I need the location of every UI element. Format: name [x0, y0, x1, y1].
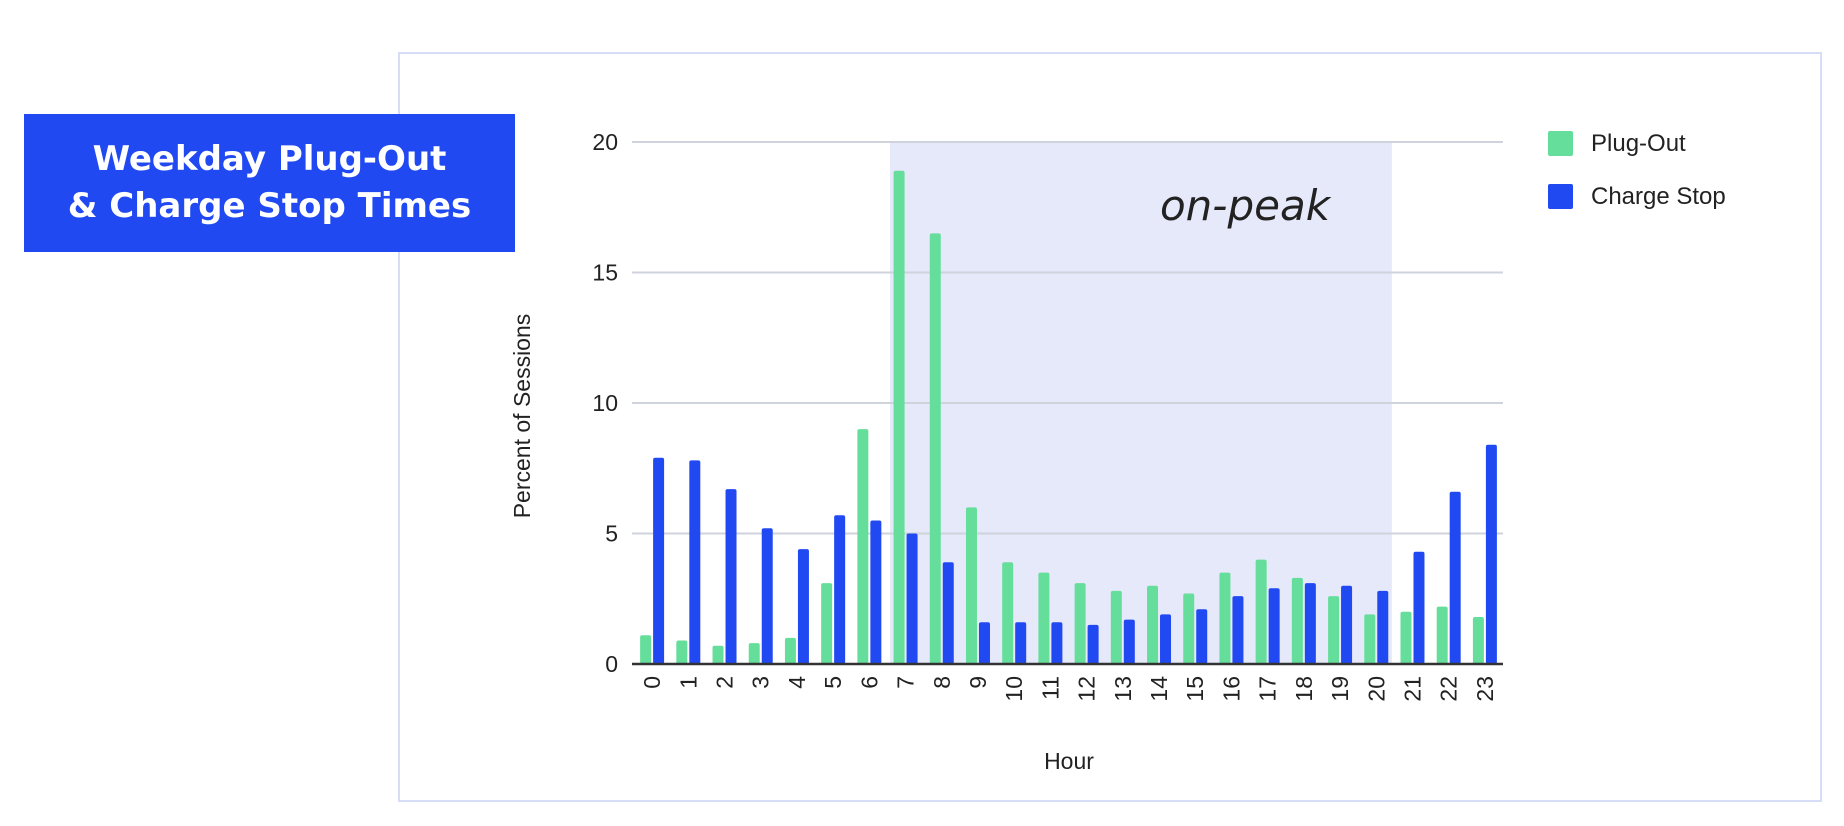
- chart-title-line-1: Weekday Plug-Out: [92, 139, 447, 179]
- legend-swatch: [1548, 131, 1573, 156]
- x-tick-label: 15: [1182, 676, 1208, 702]
- bar-charge-stop: [725, 489, 737, 664]
- x-tick-label: 1: [675, 676, 701, 689]
- bar-plug-out: [640, 635, 652, 664]
- x-tick-label: 4: [784, 676, 810, 689]
- legend-swatch: [1548, 184, 1573, 209]
- bar-plug-out: [1255, 559, 1267, 664]
- bar-charge-stop: [906, 533, 918, 664]
- bar-plug-out: [1291, 577, 1303, 664]
- bar-plug-out: [1110, 590, 1122, 664]
- bar-plug-out: [1183, 593, 1195, 664]
- x-tick-label: 13: [1110, 676, 1136, 702]
- bar-plug-out: [1328, 596, 1340, 664]
- bars: [640, 170, 1497, 664]
- x-tick-label: 7: [893, 676, 919, 689]
- y-tick-label: 15: [592, 260, 618, 286]
- bar-charge-stop: [1123, 619, 1135, 664]
- annotations: on-peak: [1160, 181, 1332, 230]
- x-tick-label: 3: [748, 676, 774, 689]
- bar-charge-stop: [1232, 596, 1244, 664]
- x-tick-label: 18: [1291, 676, 1317, 702]
- x-tick-label: 12: [1074, 676, 1100, 702]
- bar-plug-out: [821, 583, 833, 664]
- x-tick-label: 11: [1037, 676, 1063, 700]
- bar-charge-stop: [1160, 614, 1172, 664]
- x-tick-label: 8: [929, 676, 955, 689]
- chart-title-line-2: & Charge Stop Times: [67, 186, 472, 226]
- bar-charge-stop: [870, 520, 882, 664]
- bar-charge-stop: [1413, 551, 1425, 664]
- bar-charge-stop: [1341, 585, 1353, 664]
- bar-charge-stop: [1377, 590, 1389, 664]
- y-tick-label: 0: [605, 651, 618, 677]
- bar-charge-stop: [653, 457, 665, 664]
- x-tick-label: 5: [820, 676, 846, 689]
- legend-label: Plug-Out: [1591, 130, 1686, 157]
- x-tick-label: 6: [856, 676, 882, 689]
- x-tick-label: 16: [1218, 676, 1244, 702]
- bar-plug-out: [676, 640, 688, 664]
- gridlines: [632, 141, 1503, 535]
- bar-charge-stop: [1304, 583, 1316, 664]
- chart-title-box: Weekday Plug-Out & Charge Stop Times: [24, 114, 515, 252]
- legend-label: Charge Stop: [1591, 183, 1726, 210]
- x-axis-title: Hour: [1044, 748, 1094, 774]
- bar-plug-out: [929, 233, 941, 664]
- bar-charge-stop: [1485, 444, 1497, 664]
- bar-charge-stop: [978, 622, 990, 664]
- legend: Plug-Out Charge Stop: [1548, 130, 1726, 210]
- bar-plug-out: [1400, 611, 1412, 664]
- bar-plug-out: [857, 429, 869, 664]
- bar-charge-stop: [1196, 609, 1208, 664]
- x-tick-label: 20: [1363, 676, 1389, 702]
- bar-plug-out: [1074, 583, 1086, 664]
- x-tick-label: 17: [1255, 676, 1281, 702]
- x-tick-label: 19: [1327, 676, 1353, 702]
- bar-plug-out: [965, 507, 977, 664]
- bar-charge-stop: [834, 515, 846, 664]
- bar-plug-out: [1038, 572, 1050, 664]
- x-tick-label: 21: [1399, 676, 1425, 702]
- bar-charge-stop: [1051, 622, 1063, 664]
- bar-plug-out: [893, 170, 905, 664]
- bar-plug-out: [1364, 614, 1376, 664]
- bar-plug-out: [1472, 617, 1484, 664]
- x-tick-label: 22: [1436, 676, 1462, 702]
- bar-plug-out: [748, 643, 760, 664]
- y-axis-title: Percent of Sessions: [509, 314, 535, 519]
- bar-plug-out: [1219, 572, 1231, 664]
- bar-plug-out: [784, 637, 796, 664]
- y-tick-label: 10: [592, 390, 618, 416]
- x-tick-label: 23: [1472, 676, 1498, 702]
- y-tick-label: 5: [605, 521, 618, 547]
- bar-plug-out: [1002, 562, 1014, 664]
- bar-charge-stop: [1015, 622, 1027, 664]
- x-tick-label: 9: [965, 676, 991, 689]
- x-tick-label: 14: [1146, 676, 1172, 702]
- bar-plug-out: [712, 645, 724, 664]
- x-tick-label: 0: [639, 676, 665, 689]
- bar-charge-stop: [761, 528, 773, 664]
- x-tick-label: 2: [712, 676, 738, 689]
- bar-charge-stop: [1087, 624, 1099, 664]
- bar-charge-stop: [1268, 588, 1280, 664]
- bar-plug-out: [1436, 606, 1448, 664]
- bar-plug-out: [1147, 585, 1159, 664]
- y-tick-label: 20: [592, 129, 618, 155]
- bar-charge-stop: [1449, 491, 1461, 664]
- bar-charge-stop: [797, 549, 809, 664]
- bar-charge-stop: [942, 562, 954, 664]
- on-peak-annotation: on-peak: [1160, 181, 1332, 230]
- bar-charge-stop: [689, 460, 701, 664]
- x-tick-label: 10: [1001, 676, 1027, 702]
